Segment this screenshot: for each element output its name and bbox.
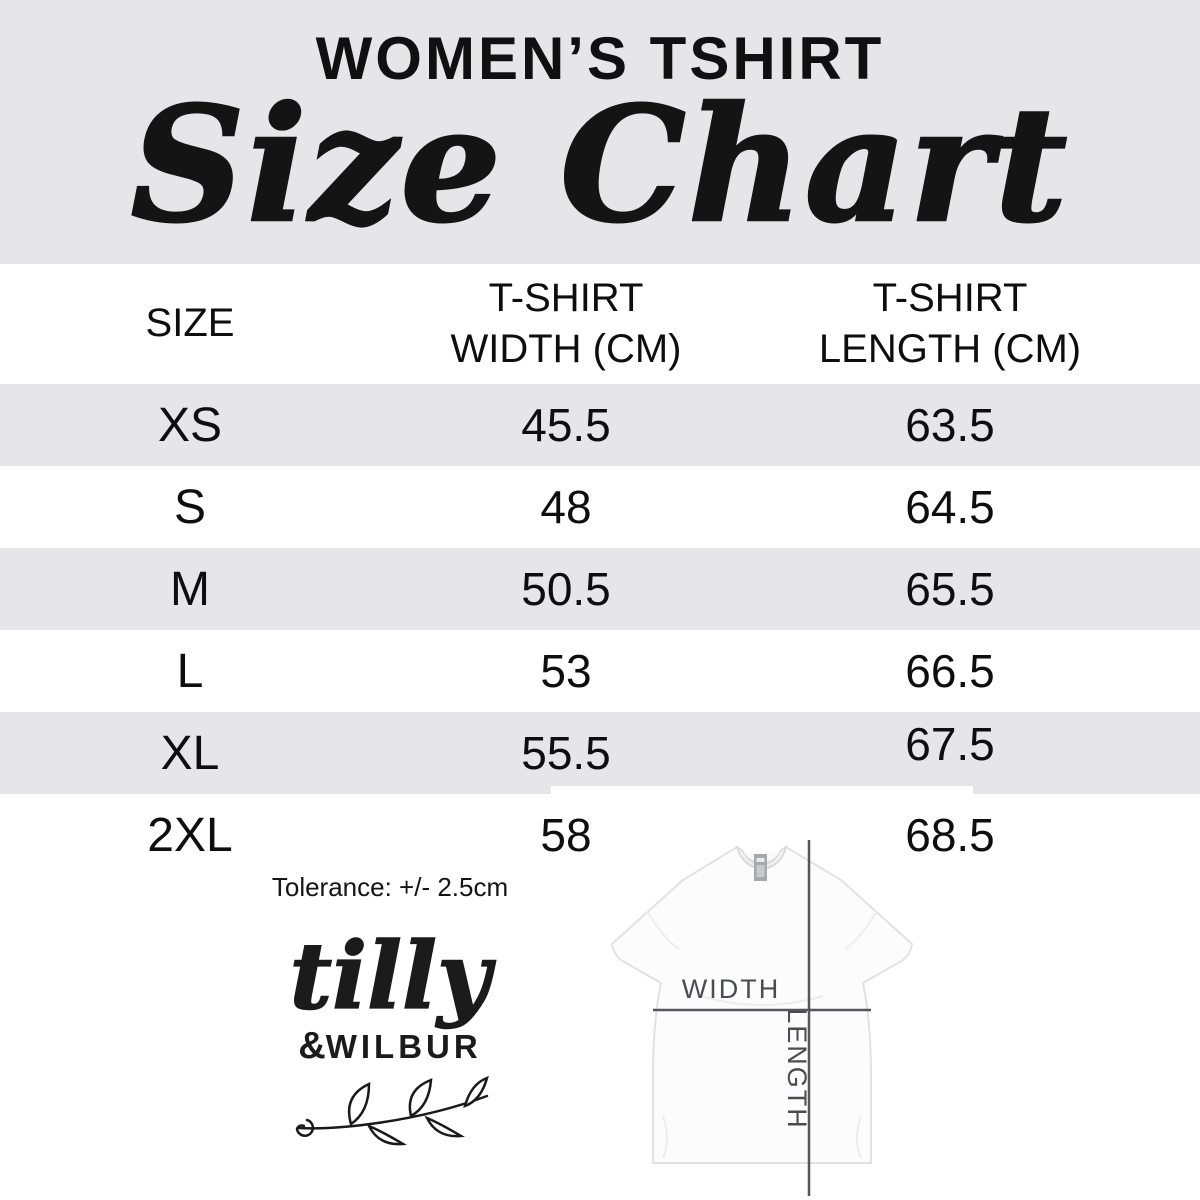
size-table-body: XS 45.5 63.5 S 48 64.5 M 50.5 65.5 L 53 … [0, 384, 1200, 876]
header-band: WOMEN’S TSHIRT Size Chart [0, 0, 1200, 264]
size-label: L [176, 644, 204, 698]
brand-name-script: tilly [289, 922, 491, 1030]
table-row: L 53 66.5 [0, 630, 1200, 712]
neckband [735, 845, 788, 869]
size-table-header: SIZE T-SHIRT WIDTH (CM) T-SHIRT LENGTH (… [0, 264, 1200, 384]
width-value: 53 [540, 645, 592, 697]
page-title: WOMEN’S TSHIRT [315, 25, 885, 92]
laurel-branch-icon [295, 1075, 489, 1145]
size-label: XL [160, 726, 220, 780]
length-value: 68.5 [905, 809, 995, 861]
size-label: S [173, 480, 206, 534]
table-row: XS 45.5 63.5 [0, 384, 1200, 466]
width-value: 48 [540, 481, 592, 533]
size-label: 2XL [147, 808, 233, 862]
page-subtitle: Size Chart [129, 73, 1070, 258]
length-value: 64.5 [905, 481, 995, 533]
length-value: 63.5 [905, 399, 995, 451]
length-value: 67.5 [905, 718, 995, 770]
tshirt-diagram: WIDTH LENGTH [551, 786, 973, 1200]
tolerance-note: Tolerance: +/- 2.5cm [271, 872, 509, 902]
width-label: WIDTH [682, 974, 780, 1004]
brand-name-caps: WILBUR [325, 1027, 482, 1065]
length-value: 66.5 [905, 645, 995, 697]
table-row: XL 55.5 67.5 [0, 712, 1200, 794]
width-value: 45.5 [521, 399, 611, 451]
width-value: 55.5 [521, 727, 611, 779]
width-value: 58 [540, 809, 592, 861]
column-header-length: T-SHIRT LENGTH (CM) [818, 275, 1082, 371]
brand-ampersand: & [298, 1024, 326, 1067]
tshirt-image: WIDTH LENGTH [610, 840, 914, 1196]
size-label: XS [157, 398, 223, 452]
table-row: M 50.5 65.5 [0, 548, 1200, 630]
size-label: M [170, 562, 210, 616]
neck-label [754, 854, 767, 881]
measurement-lines [653, 840, 871, 1196]
column-header-width: T-SHIRT WIDTH (CM) [450, 275, 682, 371]
brand-logo: tilly &WILBUR [225, 922, 555, 1151]
length-value: 65.5 [905, 563, 995, 615]
table-row: S 48 64.5 [0, 466, 1200, 548]
length-label: LENGTH [782, 1008, 812, 1130]
table-row: 2XL 58 68.5 [0, 794, 1200, 876]
width-value: 50.5 [521, 563, 611, 615]
column-header-size: SIZE [145, 301, 235, 346]
